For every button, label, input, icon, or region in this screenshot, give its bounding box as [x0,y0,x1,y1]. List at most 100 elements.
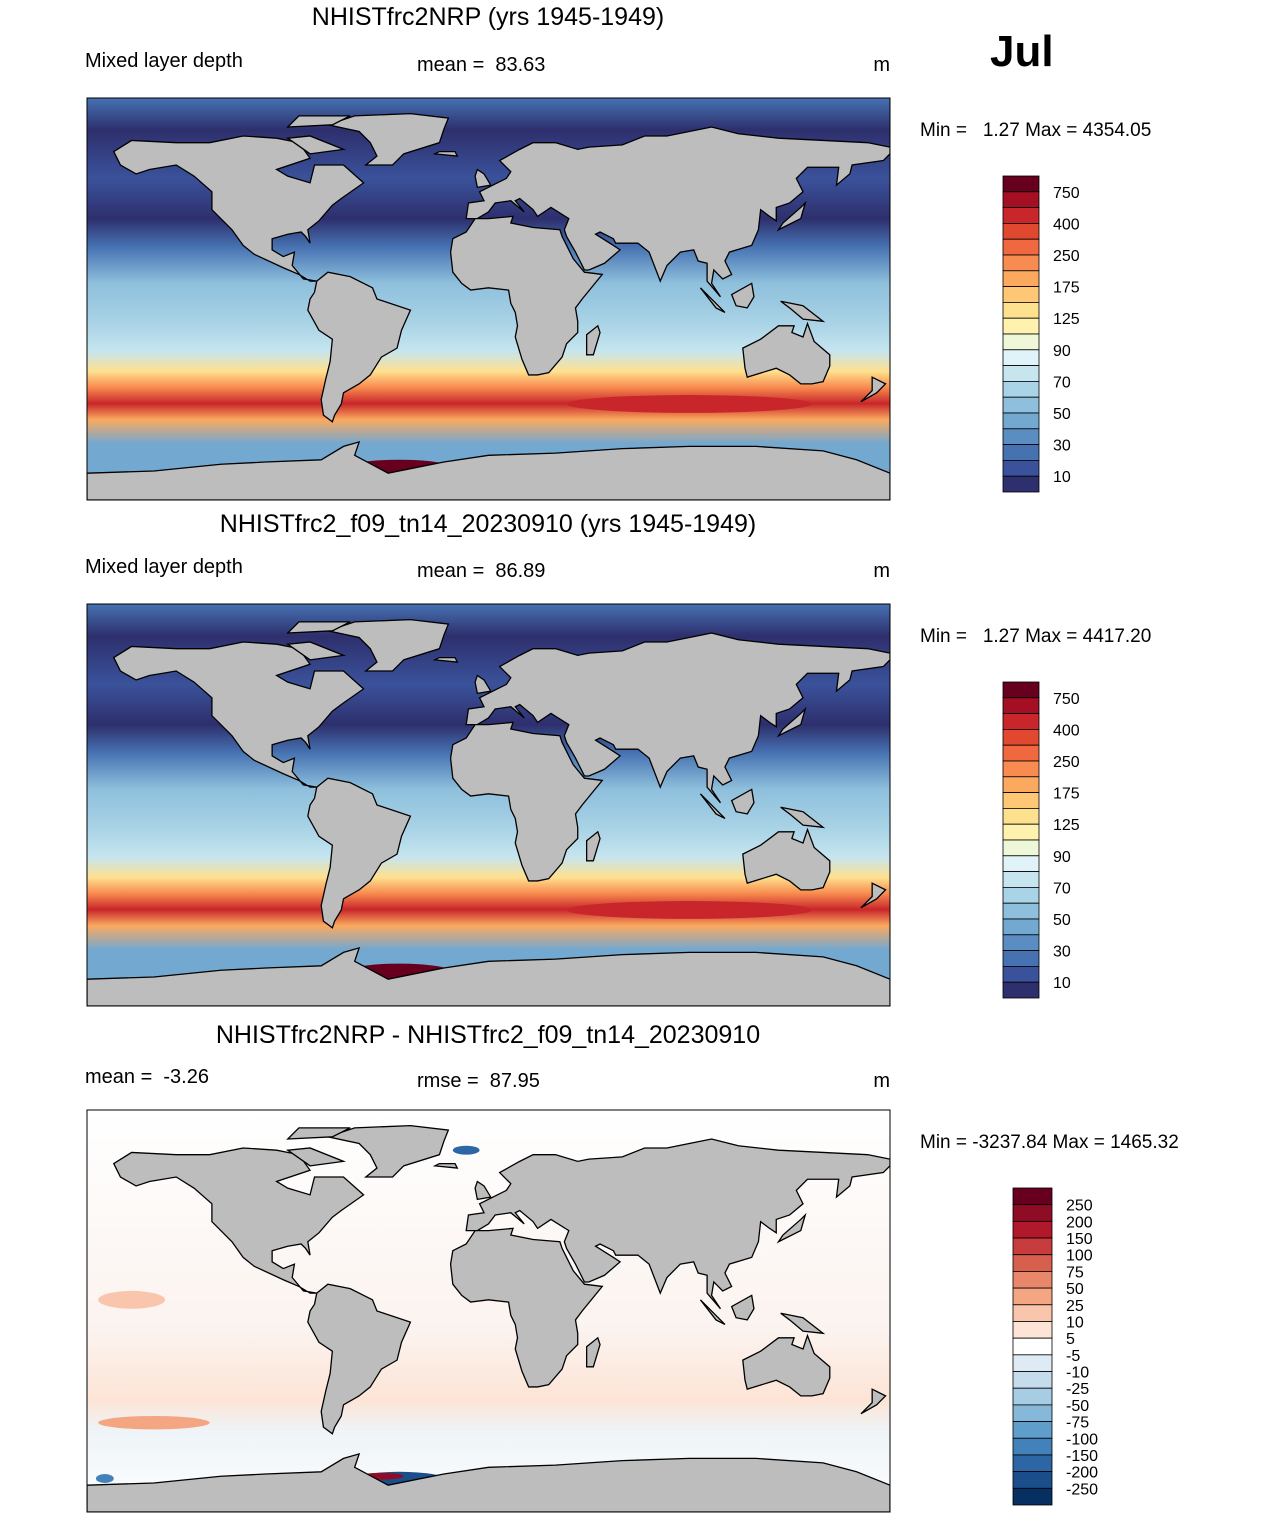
colorbar-label: -5 [1066,1348,1080,1365]
colorbar-box [1002,839,1040,857]
colorbar-box [1012,1421,1053,1439]
panel-title: NHISTfrc2NRP - NHISTfrc2_f09_tn14_202309… [216,1021,760,1049]
colorbar-box [1012,1471,1053,1489]
colorbar-label: 90 [1053,343,1071,360]
colorbar-label: 200 [1066,1214,1093,1231]
colorbar-box [1012,1387,1053,1406]
range-label: Min = 1.27 Max = 4417.20 [920,626,1151,647]
colorbar-label: -75 [1066,1415,1089,1432]
colorbar-box [1002,412,1040,430]
colorbar-label: 250 [1066,1198,1093,1215]
map [86,618,891,1006]
map-frame [86,603,891,1007]
colorbar-box [1002,823,1040,841]
colorbar-label: 400 [1053,722,1080,739]
colorbar-box [1002,270,1040,287]
colorbar-box [1002,681,1040,699]
colorbar-box [1012,1487,1053,1506]
center-label: rmse = 87.95 [417,1070,540,1092]
panel-title: NHISTfrc2NRP (yrs 1945-1949) [312,3,664,31]
panel [86,1109,891,1513]
colorbar-label: 250 [1053,248,1080,265]
colorbar-label: 5 [1066,1331,1075,1348]
map [86,112,891,500]
colorbar-box [1012,1237,1053,1256]
colorbar-box [1012,1354,1053,1372]
colorbar-label: -10 [1066,1365,1089,1382]
colorbar-box [1002,871,1040,888]
colorbar-box [1002,459,1040,477]
colorbar-box [1002,175,1040,193]
colorbar-box [1002,729,1040,746]
colorbar-label: 30 [1053,438,1071,455]
colorbar-label: 250 [1053,754,1080,771]
map-frame [86,97,891,501]
colorbar-box [1002,475,1040,493]
colorbar-box [1002,760,1040,778]
range-label: Min = 1.27 Max = 4354.05 [920,120,1151,141]
colorbar-box [1002,301,1040,319]
colorbar-box [1002,950,1040,967]
colorbar-label: -200 [1066,1465,1098,1482]
colorbar-label: 10 [1053,975,1071,992]
colorbar-label: -150 [1066,1448,1098,1465]
colorbar-label: 10 [1066,1314,1084,1331]
colorbar-label: 150 [1066,1231,1093,1248]
colorbar-box [1012,1404,1053,1422]
colorbar-box [1002,934,1040,951]
colorbar-label: 70 [1053,374,1071,391]
colorbar-box [1012,1204,1053,1222]
colorbar-label: 175 [1053,280,1080,297]
colorbar-box [1002,792,1040,809]
colorbar-box [1002,191,1040,209]
colorbar-box [1002,808,1040,825]
colorbar-label: 90 [1053,849,1071,866]
colorbar-box [1002,444,1040,461]
colorbar-label: 125 [1053,817,1080,834]
center-label: mean = 86.89 [417,560,545,582]
colorbar-label: 125 [1053,311,1080,328]
colorbar-label: 50 [1066,1281,1084,1298]
panel-title: NHISTfrc2_f09_tn14_20230910 (yrs 1945-19… [220,510,756,538]
colorbar-box [1002,349,1040,366]
colorbar-box [1002,207,1040,224]
colorbar-box [1002,918,1040,936]
colorbar-box [1002,744,1040,762]
colorbar-label: 100 [1066,1248,1093,1265]
colorbar-box [1012,1220,1053,1239]
colorbar-box [1002,365,1040,382]
colorbar-box [1002,396,1040,414]
colorbar-label: 50 [1053,912,1071,929]
month-label: Jul [990,27,1054,76]
colorbar-box [1002,713,1040,730]
colorbar-label: 30 [1053,944,1071,961]
map-frame [86,1109,891,1513]
colorbar-box [1012,1287,1053,1306]
colorbar-box [1012,1437,1053,1456]
map [86,1124,891,1512]
panel [86,603,891,1007]
colorbar-label: 750 [1053,691,1080,708]
colorbar-label: -50 [1066,1398,1089,1415]
colorbar-box [1012,1371,1053,1389]
colorbar-box [1002,887,1040,904]
colorbar-label: 750 [1053,185,1080,202]
left-label: Mixed layer depth [85,556,243,578]
colorbar-label: 10 [1053,469,1071,486]
colorbar-box [1012,1304,1053,1322]
colorbar-label: -100 [1066,1431,1098,1448]
colorbar-box [1002,317,1040,335]
colorbar-box [1002,776,1040,793]
colorbar-label: 25 [1066,1298,1084,1315]
center-label: mean = 83.63 [417,54,545,76]
colorbar-box [1002,966,1040,983]
left-label: Mixed layer depth [85,50,243,72]
colorbar-label: -25 [1066,1381,1089,1398]
colorbar-box [1002,697,1040,714]
colorbar-box [1012,1337,1053,1356]
colorbar-label: 50 [1053,406,1071,423]
colorbar-box [1002,222,1040,240]
colorbar-box [1002,254,1040,272]
colorbar-box [1012,1187,1053,1206]
